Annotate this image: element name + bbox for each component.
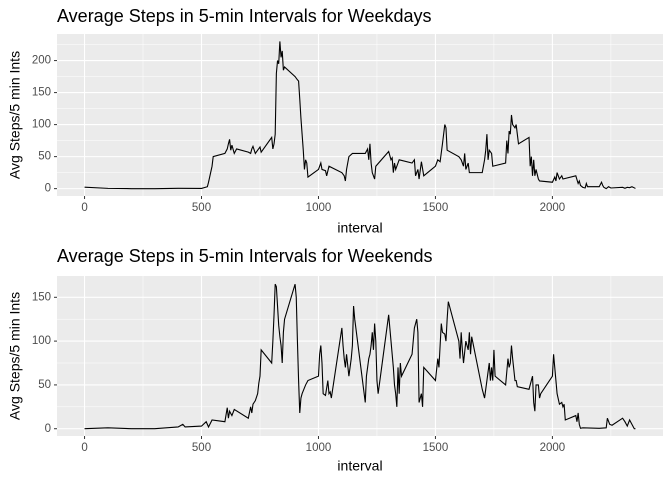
y-tick-label: 200 xyxy=(32,55,51,67)
y-tick-label: 150 xyxy=(32,291,51,303)
chart-title: Average Steps in 5-min Intervals for Wee… xyxy=(57,6,432,26)
y-tick-label: 50 xyxy=(38,151,51,163)
x-axis-title: interval xyxy=(337,220,382,236)
y-tick-label: 0 xyxy=(45,423,51,435)
x-tick-label: 500 xyxy=(192,442,211,454)
y-tick-label: 0 xyxy=(45,183,51,195)
panel-background xyxy=(57,276,663,436)
x-tick-label: 2000 xyxy=(540,442,566,454)
x-tick-label: 2000 xyxy=(540,202,566,214)
x-tick-label: 0 xyxy=(81,202,87,214)
chart-title: Average Steps in 5-min Intervals for Wee… xyxy=(57,246,433,266)
x-tick-label: 1500 xyxy=(423,442,449,454)
panel-background xyxy=(57,34,663,196)
y-tick-label: 150 xyxy=(32,87,51,99)
x-tick-label: 1000 xyxy=(306,202,332,214)
y-axis-title: Avg Steps/5 min Ints xyxy=(7,292,23,420)
y-tick-label: 100 xyxy=(32,335,51,347)
data-line xyxy=(84,283,636,430)
data-line xyxy=(84,41,636,190)
x-tick-label: 1000 xyxy=(306,442,332,454)
x-tick-label: 500 xyxy=(192,202,211,214)
x-tick-label: 0 xyxy=(81,442,87,454)
y-tick-label: 100 xyxy=(32,119,51,131)
y-axis-title: Avg Steps/5 min Ints xyxy=(7,51,23,179)
y-tick-label: 50 xyxy=(38,379,51,391)
x-tick-label: 1500 xyxy=(423,202,449,214)
x-axis-title: interval xyxy=(337,458,382,474)
